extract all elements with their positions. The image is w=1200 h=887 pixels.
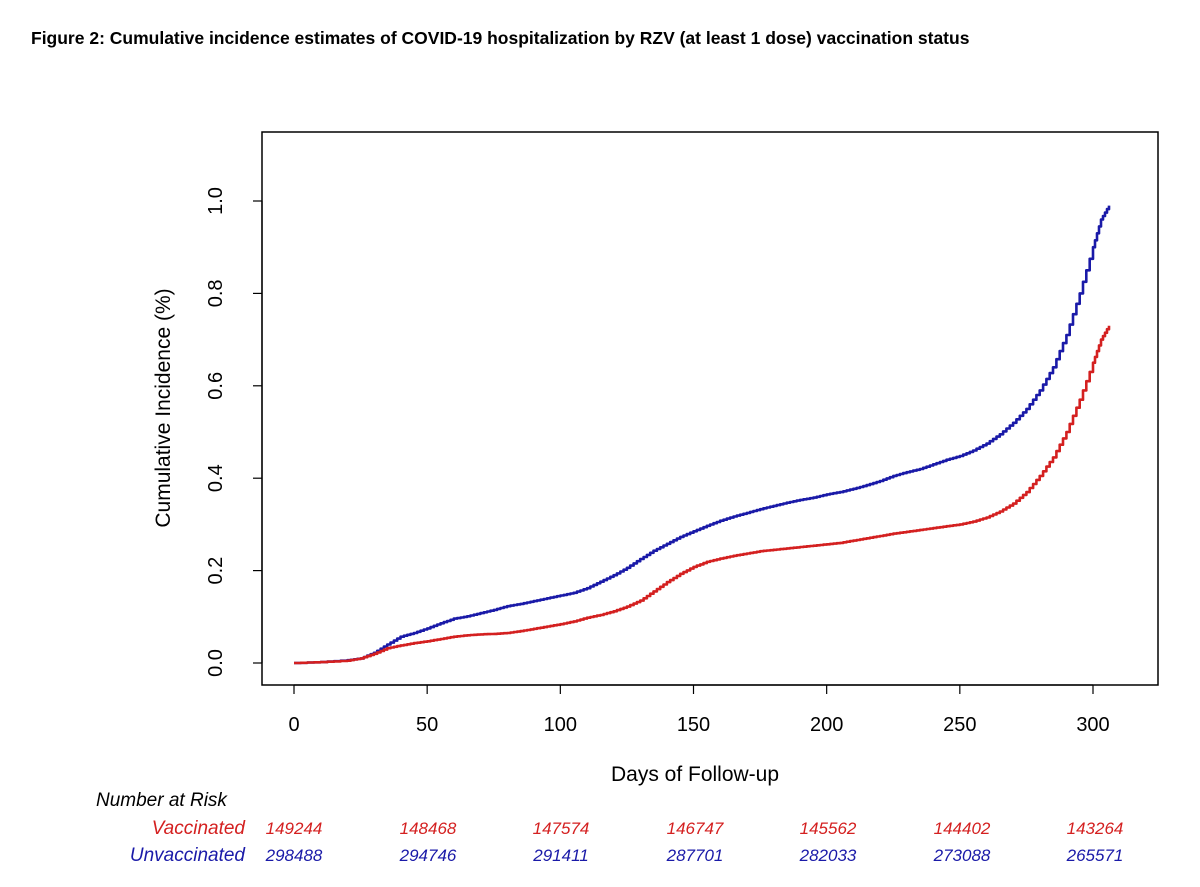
risk-value: 273088 bbox=[933, 846, 991, 865]
risk-value: 298488 bbox=[265, 846, 323, 865]
risk-value: 147574 bbox=[532, 819, 590, 838]
risk-table-heading: Number at Risk bbox=[96, 790, 227, 811]
risk-value: 291411 bbox=[533, 846, 589, 865]
series-line-vaccinated bbox=[294, 325, 1111, 665]
y-tick-label: 0.0 bbox=[205, 649, 227, 677]
x-tick-label: 250 bbox=[943, 714, 976, 736]
risk-value: 144402 bbox=[933, 819, 991, 838]
x-tick-label: 150 bbox=[677, 714, 710, 736]
series-layer bbox=[294, 205, 1111, 665]
plot-frame bbox=[261, 131, 1159, 686]
x-tick-label: 0 bbox=[288, 714, 299, 736]
risk-value: 146747 bbox=[666, 819, 724, 838]
risk-value: 148468 bbox=[399, 819, 457, 838]
series-line-unvaccinated bbox=[294, 205, 1111, 665]
x-axis: 0 50 100 150 200 250 300 bbox=[288, 684, 1110, 736]
y-tick-label: 0.8 bbox=[205, 279, 227, 307]
y-tick-label: 0.2 bbox=[205, 557, 227, 585]
figure-title: Figure 2: Cumulative incidence estimates… bbox=[31, 28, 970, 48]
y-tick-label: 0.4 bbox=[205, 464, 227, 492]
risk-value: 282033 bbox=[799, 846, 857, 865]
x-tick-label: 300 bbox=[1076, 714, 1109, 736]
y-axis-label: Cumulative Incidence (%) bbox=[152, 288, 175, 527]
risk-value: 143264 bbox=[1066, 819, 1124, 838]
x-tick-label: 100 bbox=[544, 714, 577, 736]
x-tick-label: 50 bbox=[416, 714, 438, 736]
y-tick-label: 1.0 bbox=[205, 187, 227, 215]
risk-row-label-unvaccinated: Unvaccinated bbox=[129, 845, 245, 866]
y-axis: 0.0 0.2 0.4 0.6 0.8 1.0 bbox=[205, 187, 263, 677]
risk-row-label-vaccinated: Vaccinated bbox=[151, 818, 245, 839]
risk-value: 294746 bbox=[399, 846, 457, 865]
x-axis-label: Days of Follow-up bbox=[611, 763, 779, 786]
risk-value: 145562 bbox=[799, 819, 857, 838]
risk-value: 287701 bbox=[666, 846, 724, 865]
risk-value: 149244 bbox=[265, 819, 323, 838]
risk-value: 265571 bbox=[1066, 846, 1124, 865]
y-tick-label: 0.6 bbox=[205, 372, 227, 400]
x-tick-label: 200 bbox=[810, 714, 843, 736]
